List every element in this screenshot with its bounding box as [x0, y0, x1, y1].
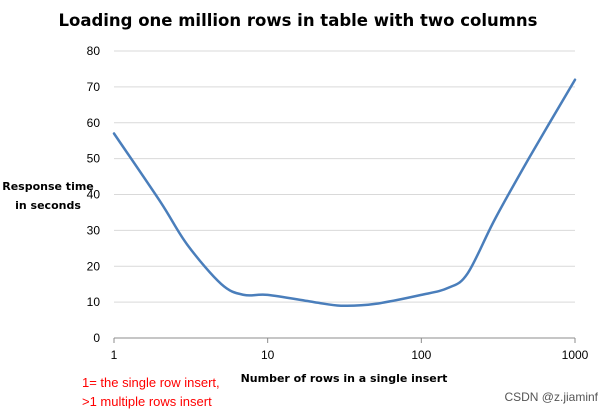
y-tick-label-70: 70 [87, 80, 101, 94]
x-tick-label-1: 1 [111, 348, 118, 362]
x-axis-tick-marks [113, 338, 576, 343]
chart-title: Loading one million rows in table with t… [58, 11, 537, 30]
y-tick-label-20: 20 [87, 259, 101, 273]
y-tick-label-80: 80 [87, 44, 101, 58]
y-tick-label-60: 60 [87, 116, 101, 130]
y-tick-label-40: 40 [87, 188, 101, 202]
x-axis-ticks: 1 10 100 1000 [111, 348, 589, 362]
x-tick-label-1000: 1000 [562, 348, 589, 362]
data-points [114, 80, 575, 306]
y-tick-label-10: 10 [87, 295, 101, 309]
gridlines [114, 50, 575, 303]
x-tick-label-100: 100 [411, 348, 431, 362]
y-axis-label-line1: Response time [2, 180, 94, 193]
y-tick-label-30: 30 [87, 223, 101, 237]
watermark: CSDN @z.jiaminf [504, 390, 598, 404]
y-axis-label-line2: in seconds [15, 199, 81, 212]
annotation-single-row: 1= the single row insert, [82, 375, 220, 390]
y-tick-label-50: 50 [87, 152, 101, 166]
y-tick-label-0: 0 [93, 331, 100, 345]
x-axis-label: Number of rows in a single insert [241, 372, 448, 385]
y-axis-ticks: 0 10 20 30 40 50 60 70 80 [87, 44, 101, 345]
x-tick-label-10: 10 [261, 348, 275, 362]
series-line-response-time [112, 78, 577, 308]
annotation-multiple-rows: >1 multiple rows insert [82, 394, 212, 409]
